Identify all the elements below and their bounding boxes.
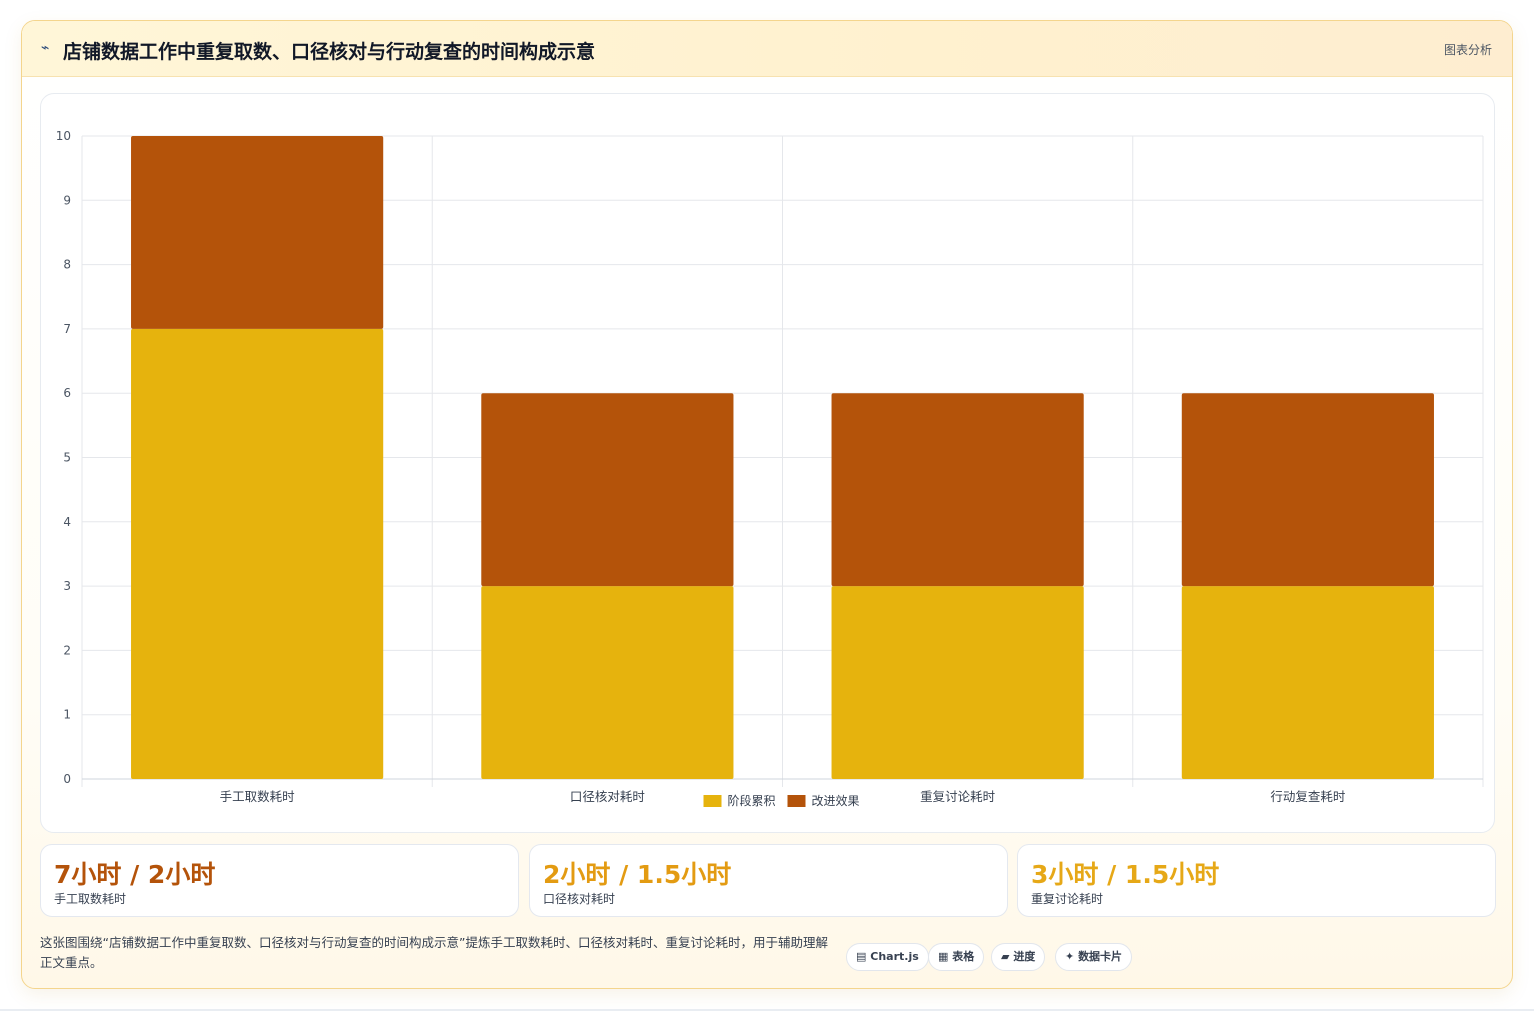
tag-label: 数据卡片 bbox=[1078, 950, 1123, 963]
kpi-value: 7小时 / 2小时 bbox=[54, 860, 216, 889]
legend-label: 改进效果 bbox=[812, 793, 860, 808]
data-card-icon: ✦ bbox=[1065, 950, 1075, 963]
stacked-bar-chart: 0 1 2 3 4 5 6 7 8 9 10 手工取数耗时 口径核对耗时 重复讨论耗时 行动复查耗时 阶段累积… bbox=[56, 129, 1484, 808]
x-tick-label: 手工取数耗时 bbox=[220, 789, 296, 804]
y-tick-label: 6 bbox=[63, 386, 71, 400]
legend-swatch bbox=[787, 795, 806, 807]
page-bottom-divider bbox=[0, 1009, 1534, 1011]
bar-segment bbox=[131, 328, 384, 779]
y-tick-label: 8 bbox=[63, 258, 71, 272]
tag-data-card[interactable]: ✦ 数据卡片 bbox=[1055, 943, 1133, 971]
y-tick-label: 1 bbox=[63, 708, 71, 722]
y-tick-label: 4 bbox=[63, 515, 71, 529]
tag-table[interactable]: ▦ 表格 bbox=[928, 943, 985, 971]
y-tick-label: 3 bbox=[63, 579, 71, 593]
kpi-label: 重复讨论耗时 bbox=[1031, 892, 1104, 906]
card-title: 店铺数据工作中重复取数、口径核对与行动复查的时间构成示意 bbox=[63, 41, 596, 63]
x-tick-label: 行动复查耗时 bbox=[1270, 789, 1346, 804]
kpi-label: 口径核对耗时 bbox=[543, 892, 616, 906]
chart-container: 0 1 2 3 4 5 6 7 8 9 10 手工取数耗时 口径核对耗时 重复讨论耗时 行动复查耗时 阶段累积… bbox=[40, 93, 1495, 833]
kpi-label: 手工取数耗时 bbox=[54, 892, 127, 906]
kpi-card-manual-fetch: 7小时 / 2小时 手工取数耗时 bbox=[40, 844, 519, 917]
legend-swatch bbox=[703, 795, 722, 807]
y-tick-label: 10 bbox=[56, 129, 71, 143]
kpi-card-repeat-discussion: 3小时 / 1.5小时 重复讨论耗时 bbox=[1017, 844, 1496, 917]
table-icon: ▦ bbox=[938, 950, 949, 963]
kpi-value: 3小时 / 1.5小时 bbox=[1031, 860, 1220, 889]
y-tick-label: 5 bbox=[63, 451, 71, 465]
tag-chartjs[interactable]: ▤ Chart.js bbox=[846, 943, 929, 971]
y-tick-label: 2 bbox=[63, 643, 71, 657]
tag-label: 表格 bbox=[952, 950, 975, 963]
y-tick-label: 0 bbox=[63, 772, 71, 786]
chart-line-icon: ⌁ bbox=[41, 40, 50, 56]
tag-progress[interactable]: ▰ 进度 bbox=[991, 943, 1046, 971]
bar-segment bbox=[481, 393, 734, 587]
bar-segment bbox=[131, 136, 384, 329]
progress-icon: ▰ bbox=[1001, 950, 1010, 963]
bar-segment bbox=[481, 586, 734, 779]
x-tick-label: 重复讨论耗时 bbox=[920, 789, 996, 804]
x-tick-label: 口径核对耗时 bbox=[570, 789, 646, 804]
kpi-card-metric-check: 2小时 / 1.5小时 口径核对耗时 bbox=[529, 844, 1008, 917]
bar-segment bbox=[831, 586, 1084, 779]
chart-description: 这张图围绕“店铺数据工作中重复取数、口径核对与行动复查的时间构成示意”提炼手工取… bbox=[40, 935, 828, 970]
y-tick-label: 7 bbox=[63, 322, 71, 336]
card-header: ⌁ 店铺数据工作中重复取数、口径核对与行动复查的时间构成示意 图表分析 bbox=[22, 21, 1512, 77]
legend-label: 阶段累积 bbox=[728, 793, 776, 808]
kpi-value: 2小时 / 1.5小时 bbox=[543, 860, 732, 889]
bar-segment bbox=[831, 393, 1084, 587]
chart-card: ⌁ 店铺数据工作中重复取数、口径核对与行动复查的时间构成示意 图表分析 0 1 2 3… bbox=[21, 20, 1513, 989]
chart-icon: ▤ bbox=[856, 950, 867, 963]
bar-segment bbox=[1181, 586, 1434, 779]
analysis-link[interactable]: 图表分析 bbox=[1443, 43, 1492, 57]
tag-label: 进度 bbox=[1013, 950, 1036, 963]
bar-segment bbox=[1181, 393, 1434, 587]
y-tick-label: 9 bbox=[63, 193, 71, 207]
tag-label: Chart.js bbox=[870, 950, 919, 963]
